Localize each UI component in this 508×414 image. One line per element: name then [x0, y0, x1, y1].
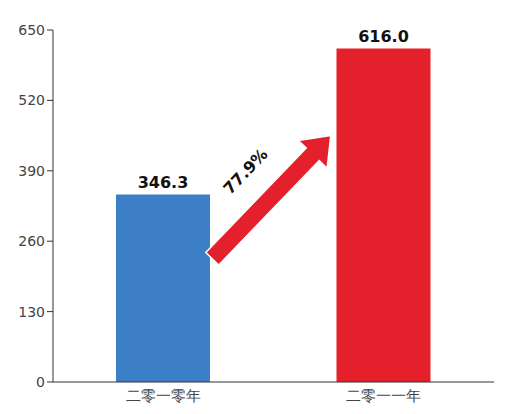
svg-text:130: 130 [18, 304, 45, 320]
svg-text:390: 390 [18, 163, 45, 179]
svg-text:616.0: 616.0 [358, 27, 409, 46]
svg-text:260: 260 [18, 233, 45, 249]
svg-text:650: 650 [18, 22, 45, 38]
svg-text:0: 0 [36, 374, 45, 390]
svg-text:346.3: 346.3 [138, 173, 189, 192]
svg-text:520: 520 [18, 92, 45, 108]
svg-text:77.9%: 77.9% [219, 145, 271, 198]
svg-text:二零一零年: 二零一零年 [126, 387, 201, 405]
svg-text:二零一一年: 二零一一年 [346, 387, 421, 405]
